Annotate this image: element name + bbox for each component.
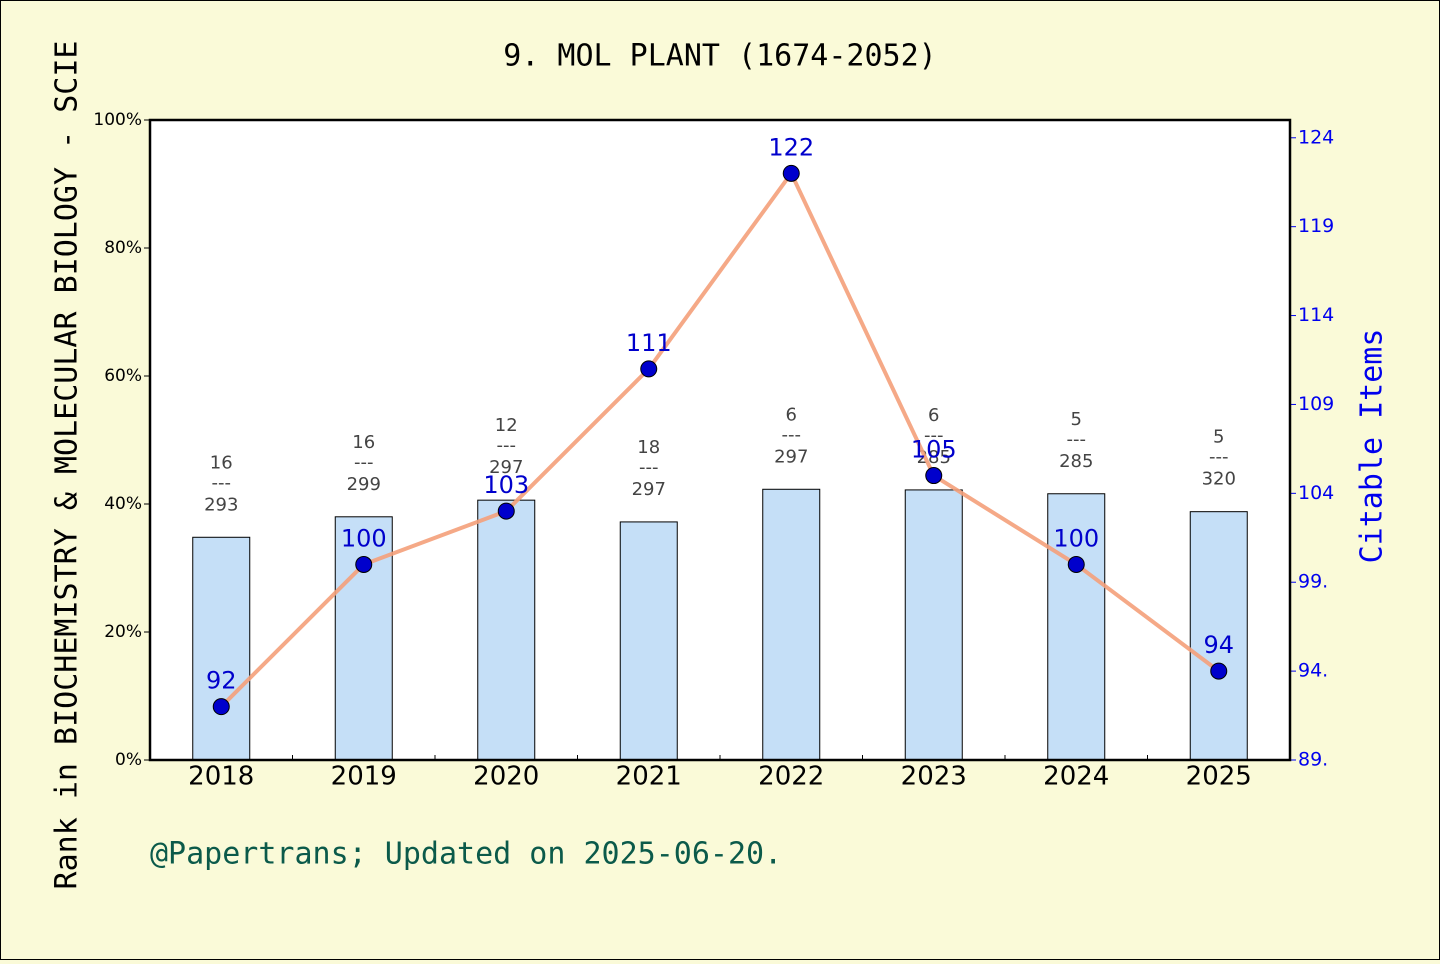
x-tick-label: 2020 bbox=[473, 762, 539, 792]
y2-tick-label: 114 bbox=[1298, 304, 1334, 326]
rank-separator: --- bbox=[354, 452, 374, 473]
data-label: 100 bbox=[341, 524, 387, 552]
total-label: 297 bbox=[489, 457, 523, 478]
y-tick-label: 80% bbox=[104, 238, 142, 258]
y-tick-label: 20% bbox=[104, 622, 142, 642]
total-label: 297 bbox=[632, 479, 666, 500]
footer: @Papertrans; Updated on 2025-06-20. bbox=[150, 837, 782, 872]
bar bbox=[334, 516, 393, 761]
data-label: 122 bbox=[768, 133, 814, 161]
rank-separator: --- bbox=[1209, 447, 1229, 468]
total-label: 293 bbox=[204, 494, 238, 515]
rank-label: 5 bbox=[1071, 409, 1082, 430]
marker bbox=[640, 360, 658, 378]
x-tick-label: 2023 bbox=[901, 762, 967, 792]
rank-separator: --- bbox=[1067, 429, 1087, 450]
x-tick-label: 2019 bbox=[331, 762, 397, 792]
x-tick-label: 2021 bbox=[616, 762, 682, 792]
bar bbox=[762, 488, 821, 761]
marker bbox=[1210, 662, 1228, 680]
marker bbox=[925, 467, 943, 485]
bar bbox=[619, 521, 678, 761]
rank-label: 6 bbox=[786, 404, 797, 425]
x-tick-label: 2025 bbox=[1186, 762, 1252, 792]
data-label: 105 bbox=[911, 436, 957, 464]
chart-title: 9. MOL PLANT (1674-2052) bbox=[503, 39, 936, 74]
x-tick-label: 2018 bbox=[188, 762, 254, 792]
rank-label: 5 bbox=[1213, 427, 1224, 448]
x-tick-label: 2024 bbox=[1043, 762, 1109, 792]
total-label: 285 bbox=[917, 447, 951, 468]
rank-label: 12 bbox=[495, 415, 518, 436]
rank-separator: --- bbox=[497, 435, 517, 456]
y2-tick-label: 94. bbox=[1298, 660, 1328, 682]
y2-axis-label: Citable Items bbox=[1355, 329, 1390, 564]
data-label: 100 bbox=[1053, 524, 1099, 552]
y2-tick-label: 89. bbox=[1298, 749, 1328, 771]
bar bbox=[1047, 493, 1106, 761]
total-label: 297 bbox=[774, 446, 808, 467]
y2-tick-label: 119 bbox=[1298, 215, 1334, 237]
y2-tick-label: 109 bbox=[1298, 393, 1334, 415]
total-label: 320 bbox=[1202, 469, 1236, 490]
x-tick-label: 2022 bbox=[758, 762, 824, 792]
y2-tick-label: 124 bbox=[1298, 126, 1334, 148]
y-tick-label: 0% bbox=[115, 750, 142, 770]
marker bbox=[1067, 555, 1085, 573]
marker bbox=[355, 555, 373, 573]
data-label: 92 bbox=[206, 667, 237, 695]
rank-separator: --- bbox=[212, 472, 232, 493]
y-tick-label: 100% bbox=[93, 110, 142, 130]
rank-separator: --- bbox=[639, 457, 659, 478]
rank-label: 16 bbox=[352, 432, 375, 453]
marker bbox=[212, 698, 230, 716]
data-label: 103 bbox=[483, 471, 529, 499]
y-tick-label: 40% bbox=[104, 494, 142, 514]
rank-separator: --- bbox=[924, 425, 944, 446]
bar bbox=[477, 499, 536, 761]
bar bbox=[192, 536, 251, 761]
data-label: 111 bbox=[626, 329, 672, 357]
total-label: 299 bbox=[347, 474, 381, 495]
plot-frame bbox=[148, 118, 1292, 762]
y2-tick-label: 104 bbox=[1298, 482, 1334, 504]
marker bbox=[497, 502, 515, 520]
data-label: 94 bbox=[1203, 631, 1234, 659]
rank-label: 6 bbox=[928, 405, 939, 426]
rank-separator: --- bbox=[782, 424, 802, 445]
rank-label: 18 bbox=[637, 437, 660, 458]
line bbox=[219, 171, 1220, 709]
marker bbox=[782, 164, 800, 182]
rank-label: 16 bbox=[210, 452, 233, 473]
total-label: 285 bbox=[1059, 451, 1093, 472]
bar bbox=[904, 489, 963, 761]
y-axis-label: Rank in BIOCHEMISTRY & MOLECULAR BIOLOGY… bbox=[50, 41, 85, 890]
plot-area bbox=[150, 120, 1290, 760]
y2-tick-label: 99. bbox=[1298, 571, 1328, 593]
y-tick-label: 60% bbox=[104, 366, 142, 386]
